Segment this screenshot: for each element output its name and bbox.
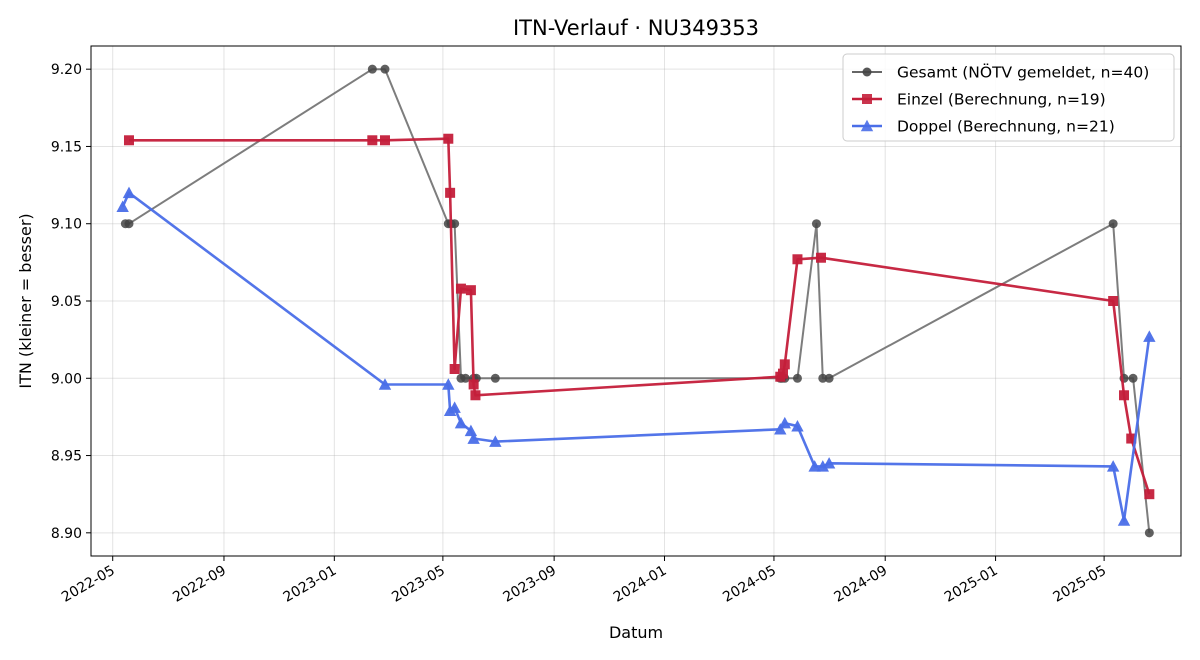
data-point-gesamt — [1144, 528, 1154, 538]
y-tick-label: 9.15 — [51, 139, 82, 155]
x-tick-label: 2025-01 — [942, 563, 1001, 606]
series-einzel — [123, 133, 1155, 500]
x-tick-label: 2022-05 — [59, 563, 118, 606]
data-point-einzel — [443, 133, 454, 144]
x-axis-title: Datum — [609, 623, 663, 642]
data-point-doppel — [778, 416, 792, 429]
data-point-gesamt — [1108, 219, 1118, 229]
data-point-einzel — [1126, 433, 1137, 444]
data-point-einzel — [455, 283, 466, 294]
legend-label-doppel: Doppel (Berechnung, n=21) — [897, 118, 1115, 136]
y-axis-title: ITN (kleiner = besser) — [16, 213, 35, 388]
data-point-gesamt — [490, 373, 500, 383]
data-point-einzel — [777, 368, 788, 379]
data-point-doppel — [1117, 514, 1131, 526]
legend-item-einzel: Einzel (Berechnung, n=19) — [852, 91, 1106, 109]
y-tick-label: 9.05 — [51, 294, 82, 310]
data-point-doppel — [122, 186, 136, 199]
data-point-gesamt — [818, 373, 828, 383]
data-point-doppel — [448, 401, 461, 413]
x-tick-label: 2025-05 — [1050, 563, 1109, 606]
data-point-doppel — [378, 378, 392, 390]
data-point-doppel — [791, 419, 804, 432]
data-point-einzel — [792, 254, 803, 265]
legend-item-gesamt: Gesamt (NÖTV gemeldet, n=40) — [852, 63, 1149, 82]
data-point-einzel — [815, 252, 826, 263]
data-point-doppel — [489, 435, 502, 447]
legend-label-einzel: Einzel (Berechnung, n=19) — [897, 91, 1106, 109]
plot-series — [116, 64, 1156, 538]
data-point-einzel — [470, 390, 481, 401]
data-point-doppel — [116, 200, 129, 212]
legend-marker-einzel — [862, 94, 872, 104]
data-point-gesamt — [792, 373, 802, 383]
data-point-gesamt — [811, 219, 821, 229]
data-point-einzel — [367, 135, 378, 146]
data-point-einzel — [465, 285, 476, 296]
legend-marker-gesamt — [862, 67, 872, 77]
legend-marker-doppel — [860, 119, 874, 132]
x-tick-label: 2023-09 — [500, 563, 559, 606]
axis-ticks: 8.90 8.95 9.00 9.05 9.10 9.15 9.20 2022-05 2022-… — [51, 62, 1109, 606]
data-point-doppel — [774, 423, 787, 435]
data-point-einzel — [1108, 296, 1119, 306]
data-point-einzel — [379, 135, 390, 146]
data-point-doppel — [1143, 330, 1156, 342]
series-line-einzel — [129, 137, 1151, 495]
y-tick-label: 8.90 — [51, 526, 82, 542]
y-tick-label: 9.20 — [51, 62, 82, 78]
data-point-einzel — [445, 187, 456, 198]
x-tick-label: 2023-05 — [389, 563, 448, 606]
data-point-gesamt — [1128, 373, 1138, 383]
data-point-einzel — [468, 379, 479, 390]
data-point-doppel — [467, 432, 480, 444]
x-tick-label: 2023-01 — [281, 563, 340, 606]
data-point-doppel — [822, 457, 836, 469]
legend: Gesamt (NÖTV gemeldet, n=40) Einzel (Bere… — [842, 53, 1175, 142]
x-tick-label: 2024-01 — [611, 563, 670, 606]
data-point-einzel — [1144, 489, 1155, 500]
data-point-doppel — [454, 416, 468, 429]
data-point-gesamt — [380, 64, 390, 74]
data-point-einzel — [779, 359, 790, 370]
data-point-gesamt — [824, 373, 834, 383]
x-tick-label: 2022-09 — [170, 563, 229, 606]
legend-box — [842, 53, 1175, 142]
data-point-doppel — [816, 460, 829, 472]
data-point-einzel — [449, 364, 460, 374]
x-tick-label: 2024-09 — [832, 563, 891, 606]
y-tick-label: 9.00 — [51, 371, 82, 387]
data-point-gesamt — [367, 64, 377, 74]
legend-label-gesamt: Gesamt (NÖTV gemeldet, n=40) — [897, 63, 1149, 82]
y-tick-label: 9.10 — [51, 217, 82, 233]
data-point-doppel — [808, 460, 821, 472]
data-point-gesamt — [124, 219, 134, 229]
x-tick-label: 2024-05 — [720, 563, 779, 606]
data-point-doppel — [1106, 460, 1120, 472]
legend-item-doppel: Doppel (Berechnung, n=21) — [852, 118, 1115, 136]
data-point-gesamt — [460, 373, 470, 383]
grid-lines — [91, 46, 1181, 556]
data-point-doppel — [442, 378, 455, 390]
series-doppel — [116, 186, 1156, 526]
data-point-einzel — [1119, 390, 1130, 401]
data-point-einzel — [123, 135, 134, 146]
chart-title: ITN-Verlauf · NU349353 — [513, 16, 759, 40]
data-point-gesamt — [450, 219, 460, 229]
y-tick-label: 8.95 — [51, 449, 82, 465]
